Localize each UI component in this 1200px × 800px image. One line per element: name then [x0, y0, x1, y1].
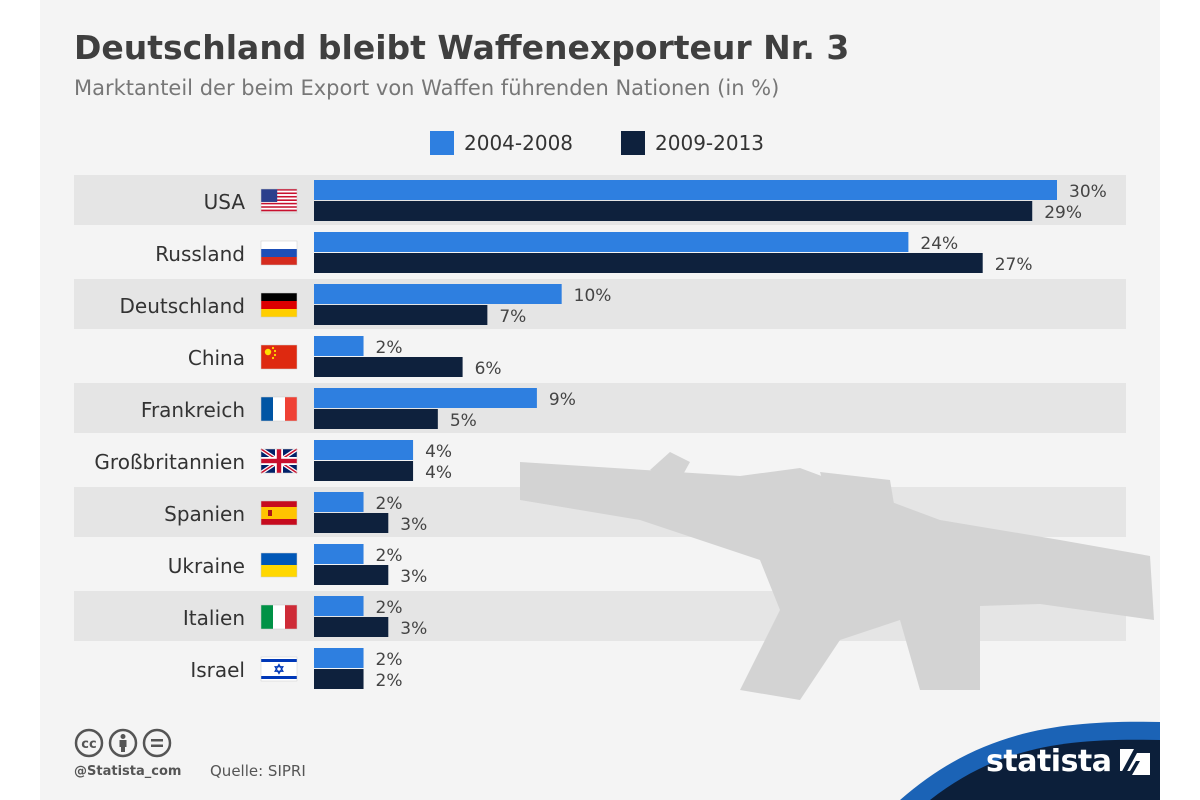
israel-flag-icon	[260, 656, 298, 682]
bar-2009-2013-italien	[314, 617, 389, 637]
value-label-2009-2013-china: 6%	[475, 359, 502, 379]
bars	[314, 180, 1057, 689]
bar-2004-2008-russland	[314, 232, 909, 252]
brand-name: statista	[986, 744, 1112, 779]
value-label-2009-2013-russland: 27%	[995, 255, 1033, 275]
bar-2009-2013-china	[314, 357, 463, 377]
value-label-2004-2008-ukraine: 2%	[376, 546, 403, 566]
value-label-2004-2008-deutschland: 10%	[574, 286, 612, 306]
value-label-2004-2008-spanien: 2%	[376, 494, 403, 514]
bar-2004-2008-china	[314, 336, 364, 356]
country-labels: USA Russland Deutschland China Frankreich Gro…	[94, 190, 245, 682]
country-label-italien: Italien	[183, 606, 245, 630]
value-label-2004-2008-grossbritannien: 4%	[425, 442, 452, 462]
bar-2009-2013-usa	[314, 201, 1033, 221]
statista-handle[interactable]: @Statista_com	[74, 764, 182, 779]
legend-item-series2: 2009-2013	[621, 131, 764, 155]
svg-text:cc: cc	[81, 737, 96, 752]
by-icon[interactable]	[108, 728, 138, 758]
france-flag-icon	[260, 396, 298, 422]
legend-item-series1: 2004-2008	[430, 131, 573, 155]
value-label-2009-2013-deutschland: 7%	[499, 307, 526, 327]
country-flags	[259, 188, 299, 682]
bar-2009-2013-russland	[314, 253, 983, 273]
value-label-2009-2013-spanien: 3%	[400, 515, 427, 535]
statista-logo[interactable]: statista	[986, 744, 1150, 779]
italy-flag-icon	[260, 604, 298, 630]
bar-2004-2008-deutschland	[314, 284, 562, 304]
value-label-2009-2013-italien: 3%	[400, 619, 427, 639]
country-label-israel: Israel	[190, 658, 245, 682]
country-label-china: China	[188, 346, 245, 370]
china-flag-icon	[260, 344, 298, 370]
bar-2004-2008-grossbritannien	[314, 440, 414, 460]
country-label-spanien: Spanien	[164, 502, 245, 526]
infographic-card: USA Russland Deutschland China Frankreich Gro…	[40, 0, 1160, 800]
bar-2004-2008-israel	[314, 648, 364, 668]
value-label-2004-2008-italien: 2%	[376, 598, 403, 618]
bar-2004-2008-usa	[314, 180, 1057, 200]
germany-flag-icon	[260, 292, 298, 318]
bar-2009-2013-grossbritannien	[314, 461, 414, 481]
bar-2004-2008-ukraine	[314, 544, 364, 564]
country-label-ukraine: Ukraine	[168, 554, 245, 578]
country-label-grossbritannien: Großbritannien	[94, 450, 245, 474]
statista-mark-icon	[1119, 748, 1150, 775]
legend-swatch-series1	[430, 131, 454, 155]
cc-icon[interactable]: cc	[74, 728, 104, 758]
uk-flag-icon	[259, 447, 299, 475]
legend-label-series2: 2009-2013	[655, 131, 765, 155]
legend: 2004-2008 2009-2013	[430, 128, 764, 158]
bar-2004-2008-spanien	[314, 492, 364, 512]
country-label-russland: Russland	[155, 242, 245, 266]
value-label-2009-2013-usa: 29%	[1044, 203, 1082, 223]
country-label-usa: USA	[204, 190, 246, 214]
bar-2009-2013-spanien	[314, 513, 389, 533]
source-note: Quelle: SIPRI	[210, 762, 306, 780]
row-band-frankreich	[74, 383, 1126, 433]
value-label-2009-2013-grossbritannien: 4%	[425, 463, 452, 483]
brand-band	[900, 721, 1160, 800]
value-label-2004-2008-frankreich: 9%	[549, 390, 576, 410]
value-label-2009-2013-israel: 2%	[376, 671, 403, 691]
bar-chart: USA Russland Deutschland China Frankreich Gro…	[74, 175, 1160, 800]
bar-2009-2013-israel	[314, 669, 364, 689]
bar-2004-2008-italien	[314, 596, 364, 616]
row-band-deutschland	[74, 279, 1126, 329]
bar-2004-2008-frankreich	[314, 388, 537, 408]
chart-title: Deutschland bleibt Waffenexporteur Nr. 3	[74, 28, 850, 67]
spain-flag-icon	[260, 500, 298, 526]
ukraine-flag-icon	[260, 552, 298, 578]
legend-swatch-series2	[621, 131, 646, 155]
chart-subtitle: Marktanteil der beim Export von Waffen f…	[74, 76, 780, 100]
country-label-frankreich: Frankreich	[141, 398, 245, 422]
value-labels: 30%29%24%27%10%7%2%6%9%5%4%4%2%3%2%3%2%3…	[376, 182, 1107, 691]
value-label-2004-2008-china: 2%	[376, 338, 403, 358]
value-label-2009-2013-ukraine: 3%	[400, 567, 427, 587]
legend-label-series1: 2004-2008	[464, 131, 574, 155]
rifle-silhouette-icon	[520, 452, 1154, 700]
country-label-deutschland: Deutschland	[120, 294, 246, 318]
usa-flag-icon	[260, 188, 298, 214]
nd-icon[interactable]	[142, 728, 172, 758]
value-label-2004-2008-usa: 30%	[1069, 182, 1107, 202]
value-label-2009-2013-frankreich: 5%	[450, 411, 477, 431]
bar-2009-2013-deutschland	[314, 305, 488, 325]
value-label-2004-2008-russland: 24%	[920, 234, 958, 254]
license-icons: cc	[74, 728, 172, 758]
bar-2009-2013-ukraine	[314, 565, 389, 585]
value-label-2004-2008-israel: 2%	[376, 650, 403, 670]
bar-2009-2013-frankreich	[314, 409, 438, 429]
russia-flag-icon	[260, 240, 298, 266]
